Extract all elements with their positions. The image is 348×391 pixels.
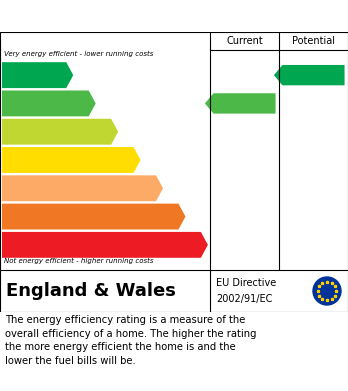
- Text: Potential: Potential: [292, 36, 335, 46]
- Text: Energy Efficiency Rating: Energy Efficiency Rating: [6, 9, 216, 23]
- Text: (39-54): (39-54): [5, 185, 32, 192]
- Polygon shape: [2, 90, 96, 117]
- Text: Not energy efficient - higher running costs: Not energy efficient - higher running co…: [4, 258, 153, 264]
- Polygon shape: [2, 62, 73, 88]
- Text: E: E: [151, 182, 160, 195]
- Text: C: C: [105, 125, 115, 138]
- Polygon shape: [2, 232, 208, 258]
- Text: D: D: [126, 154, 137, 167]
- Text: (55-68): (55-68): [5, 157, 32, 163]
- Text: B: B: [82, 97, 93, 110]
- Text: F: F: [173, 210, 182, 223]
- Text: The energy efficiency rating is a measure of the
overall efficiency of a home. T: The energy efficiency rating is a measur…: [5, 315, 256, 366]
- Polygon shape: [2, 175, 163, 201]
- Polygon shape: [2, 147, 141, 173]
- Text: A: A: [60, 69, 70, 82]
- Text: 83: 83: [255, 97, 272, 110]
- Text: (1-20): (1-20): [5, 242, 27, 248]
- Text: (69-80): (69-80): [5, 129, 32, 135]
- Text: Current: Current: [226, 36, 263, 46]
- Text: (21-38): (21-38): [5, 213, 32, 220]
- Text: England & Wales: England & Wales: [6, 282, 176, 300]
- Polygon shape: [274, 65, 345, 85]
- Polygon shape: [205, 93, 276, 114]
- Text: 96: 96: [324, 69, 341, 82]
- Text: 2002/91/EC: 2002/91/EC: [216, 294, 272, 303]
- Text: G: G: [194, 239, 205, 251]
- Circle shape: [313, 277, 341, 305]
- Text: Very energy efficient - lower running costs: Very energy efficient - lower running co…: [4, 51, 153, 57]
- Polygon shape: [2, 119, 118, 145]
- Text: EU Directive: EU Directive: [216, 278, 276, 289]
- Text: (92-100): (92-100): [5, 72, 37, 78]
- Polygon shape: [2, 204, 185, 230]
- Text: (81-91): (81-91): [5, 100, 32, 107]
